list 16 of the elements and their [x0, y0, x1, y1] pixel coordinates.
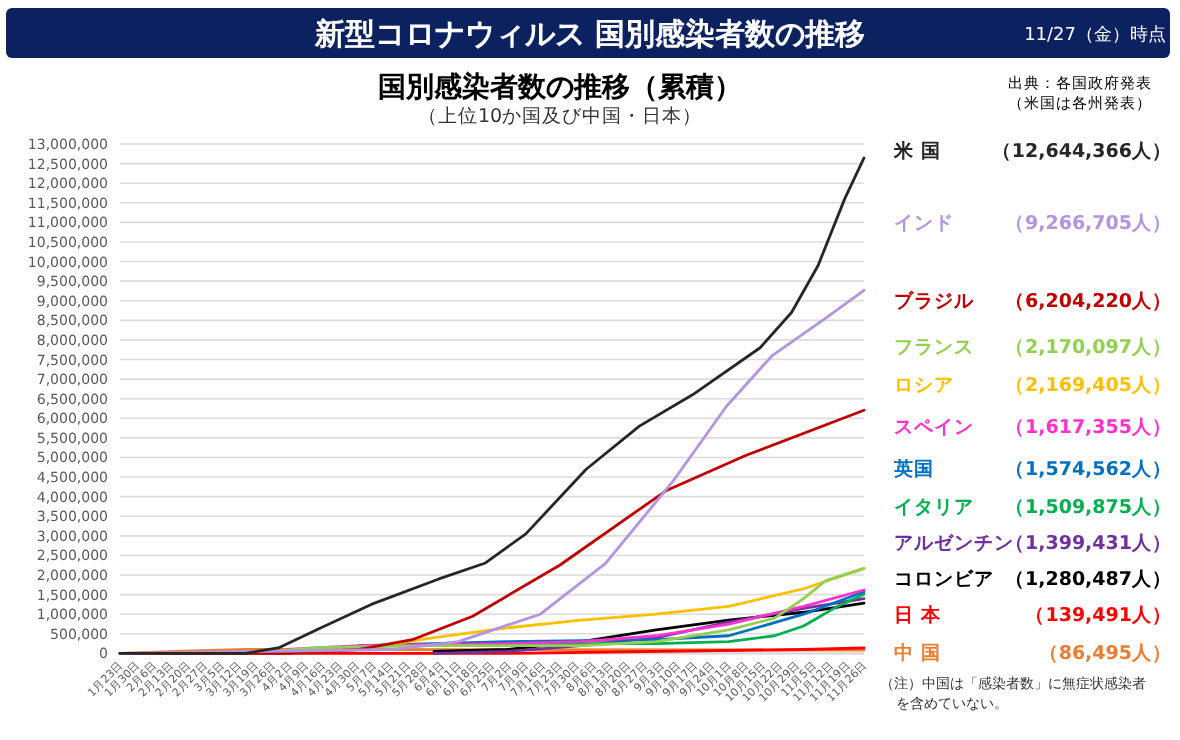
- text: 日 本 （139,491人）: [894, 605, 1172, 627]
- text: フランス （2,170,097人）: [894, 337, 1172, 359]
- text: 米 国 （12,644,366人）: [894, 141, 1172, 163]
- text: ロシア （2,169,405人）: [894, 375, 1172, 397]
- text: アルゼンチン（1,399,431人）: [894, 531, 1172, 555]
- text: 中 国 （86,495人）: [894, 643, 1172, 665]
- text: 11/27（金）時点: [1024, 24, 1166, 46]
- text: スペイン （1,617,355人）: [894, 417, 1172, 439]
- text: イタリア （1,509,875人）: [894, 497, 1172, 519]
- text: ブラジル （6,204,220人）: [894, 291, 1172, 313]
- series-label: コロンビア （1,280,487人）: [894, 567, 1172, 591]
- chart-title: 新型コロナウィルス 国別感染者数の推移: [312, 16, 866, 52]
- text: 英国 （1,574,562人）: [894, 459, 1172, 481]
- text: インド （9,266,705人）: [894, 213, 1172, 235]
- text: （上位10か国及び中国・日本）: [417, 104, 703, 128]
- chart-subtitle: 国別感染者数の推移（累積）: [378, 70, 742, 104]
